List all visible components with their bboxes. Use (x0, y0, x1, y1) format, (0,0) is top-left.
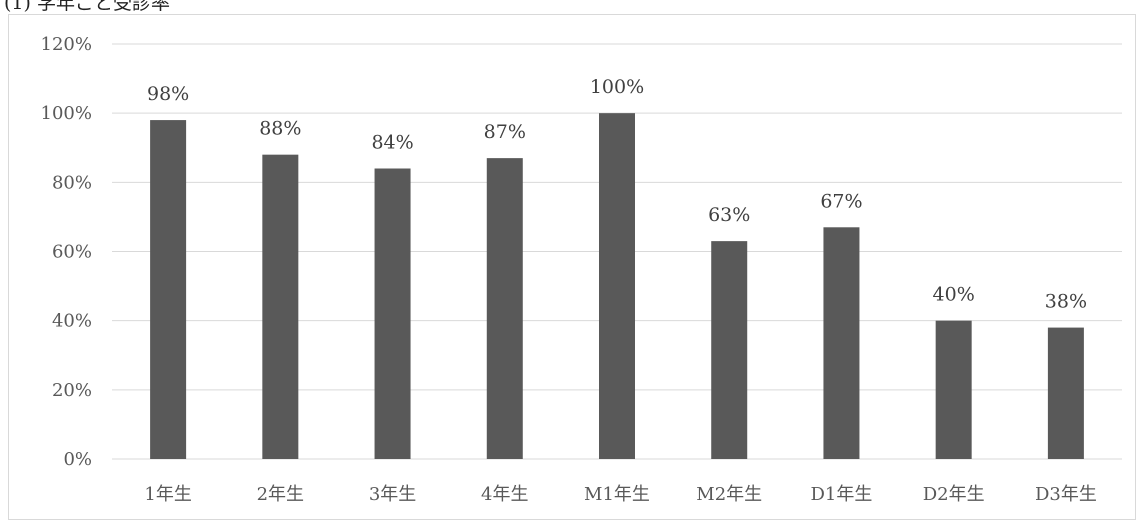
x-category-label: 3年生 (369, 484, 416, 505)
x-category-label: M2年生 (696, 484, 762, 505)
data-label: 87% (484, 121, 526, 143)
y-tick-label: 20% (52, 380, 92, 401)
bar (374, 168, 411, 459)
y-tick-label: 120% (41, 34, 92, 55)
x-category-label: 2年生 (257, 484, 304, 505)
y-tick-label: 0% (63, 449, 92, 470)
bar (711, 241, 748, 459)
bar (486, 158, 523, 459)
data-label: 67% (820, 190, 862, 212)
data-label: 100% (590, 76, 644, 98)
data-labels: 98% 88% 84% 87% 100% 63% 67% 40% 38% (147, 76, 1087, 312)
bar (262, 154, 299, 459)
bar (599, 113, 635, 460)
x-category-label: D2年生 (923, 484, 985, 505)
bar (150, 120, 187, 459)
y-tick-label: 100% (41, 103, 92, 124)
x-category-label: M1年生 (584, 484, 650, 505)
x-category-label: 4年生 (481, 484, 528, 505)
x-axis-category-labels: 1年生 2年生 3年生 4年生 M1年生 M2年生 D1年生 D2年生 D3年生 (144, 484, 1096, 505)
chart-heading: (1) 学年ごと受診率 (4, 0, 170, 14)
bars (150, 113, 1084, 460)
y-tick-label: 40% (52, 311, 92, 332)
data-label: 40% (933, 284, 975, 306)
data-label: 63% (708, 204, 750, 226)
y-axis-tick-labels: 0% 20% 40% 60% 80% 100% 120% (41, 34, 92, 470)
x-category-label: D3年生 (1035, 484, 1097, 505)
bar (1047, 327, 1084, 459)
data-label: 98% (147, 83, 189, 105)
bar (935, 320, 972, 459)
data-label: 84% (371, 132, 413, 154)
x-category-label: D1年生 (810, 484, 872, 505)
data-label: 88% (259, 118, 301, 140)
x-category-label: 1年生 (144, 484, 191, 505)
data-label: 38% (1045, 291, 1087, 313)
y-tick-label: 80% (52, 172, 92, 193)
y-tick-label: 60% (52, 242, 92, 263)
bar (823, 227, 860, 459)
